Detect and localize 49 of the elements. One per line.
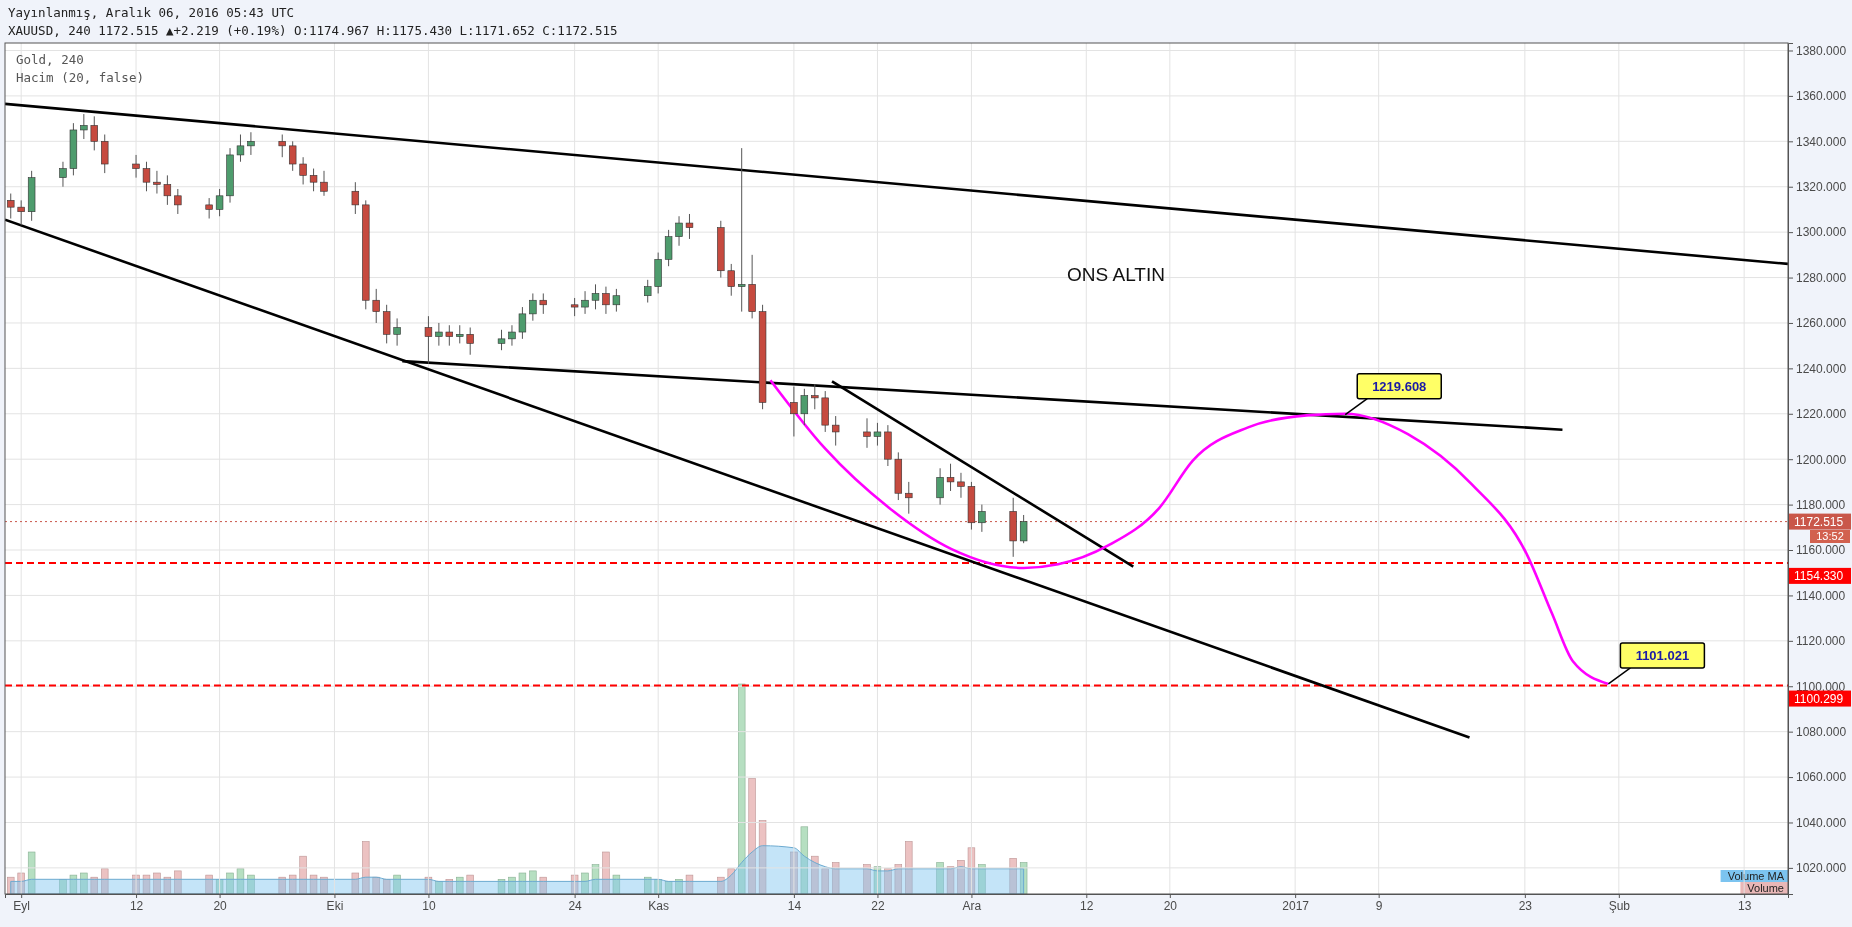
x-tick-label: Ara [962,898,982,913]
y-tick-label: 1320.000 [1796,180,1847,195]
y-tick-label: 1180.000 [1796,497,1846,512]
x-tick-label: 14 [787,898,802,913]
annotation: Hacim (20, false) [16,70,144,85]
x-tick-label: 13 [1737,898,1752,913]
y-tick-label: 1120.000 [1796,634,1846,649]
text: Volume [1747,882,1784,894]
x-tick-label: 20 [213,898,228,913]
ref-line-label: 1100.299 [1794,692,1844,707]
y-tick-label: 1200.000 [1796,452,1847,467]
x-tick-label: 10 [422,898,436,913]
x-tick-label: Eki [326,898,344,913]
x-tick-label: 12 [129,898,144,913]
y-tick-label: 1080.000 [1796,725,1847,739]
y-tick-label: 1300.000 [1796,225,1847,240]
x-tick-label: 2017 [1282,898,1310,913]
y-tick-label: 1280.000 [1796,270,1847,285]
y-tick-label: 1160.000 [1796,543,1846,558]
y-tick-label: 1060.000 [1796,770,1847,785]
y-tick-label: 1040.000 [1796,815,1847,830]
y-tick-label: 1220.000 [1796,407,1847,422]
y-tick-label: 1240.000 [1796,361,1847,376]
x-tick-label: 12 [1080,898,1094,913]
text: Volume MA [1727,870,1785,882]
annotation: ONS ALTIN [1067,264,1165,285]
x-tick-label: Eyl [13,898,31,913]
ref-line-label: 1154.330 [1794,569,1844,584]
x-tick-label: Şub [1608,898,1631,913]
chart-title: Yayınlanmış, Aralık 06, 2016 05:43 UTC [8,5,294,20]
x-tick-label: 23 [1518,898,1533,913]
x-tick-label: 24 [568,898,583,913]
y-tick-label: 1360.000 [1796,89,1847,104]
text: 13:52 [1816,530,1844,542]
x-tick-label: Kas [648,898,669,913]
y-tick-label: 1340.000 [1796,134,1847,149]
y-tick-label: 1100.000 [1796,679,1846,694]
annotation: 1101.021 [1635,648,1690,664]
ref-line-label: 1172.515 [1794,515,1844,530]
x-tick-label: 9 [1375,898,1383,913]
annotation: 1219.608 [1372,379,1427,395]
x-tick-label: 22 [871,898,885,913]
chart-subtitle: XAUUSD, 240 1172.515 ▲+2.219 (+0.19%) O:1174.967 H:1175.430 L:1171.652 C:1172.515 [8,23,618,38]
y-tick-label: 1140.000 [1796,588,1846,603]
annotation: Gold, 240 [16,52,84,67]
y-tick-label: 1020.000 [1796,861,1847,876]
x-tick-label: 20 [1163,898,1178,913]
y-tick-label: 1260.000 [1796,316,1847,331]
y-tick-label: 1380.000 [1796,43,1847,58]
